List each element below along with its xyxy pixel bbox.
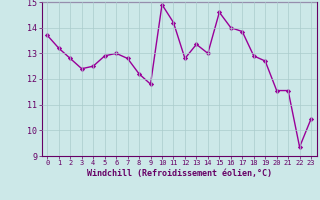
X-axis label: Windchill (Refroidissement éolien,°C): Windchill (Refroidissement éolien,°C) <box>87 169 272 178</box>
